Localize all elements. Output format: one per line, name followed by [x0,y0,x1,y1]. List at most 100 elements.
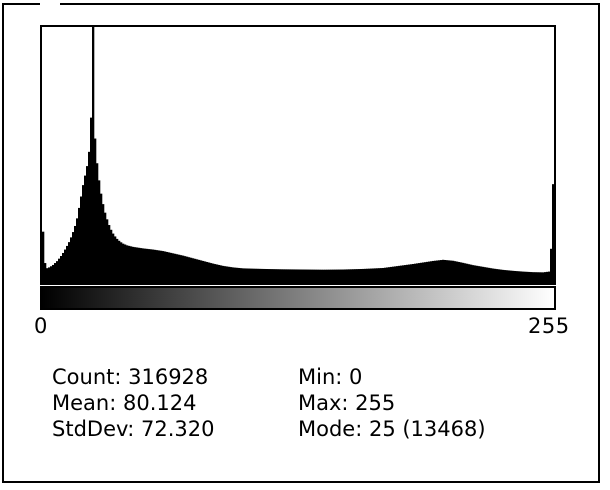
histogram-bar [158,250,161,283]
x-axis-min-label: 0 [34,314,48,338]
histogram-bar [382,267,385,283]
histogram-bar [538,272,541,283]
window-top-border-right [60,3,600,5]
histogram-bar [354,269,357,283]
histogram-bar [444,260,447,283]
histogram-bar [390,266,393,283]
histogram-bar [536,272,539,283]
histogram-bar [88,151,91,283]
histogram-bar [290,269,293,283]
histogram-bar [218,264,221,283]
histogram-bar [452,260,455,283]
histogram-bar [514,270,517,283]
histogram-bar [532,272,535,283]
histogram-bar [104,212,107,283]
histogram-bar [152,249,155,283]
histogram-bar [524,271,527,283]
histogram-plot [40,25,556,285]
histogram-bar [418,263,421,283]
histogram-bar [358,269,361,283]
histogram-svg [42,27,554,283]
histogram-bar [82,185,85,283]
histogram-bar [198,259,201,283]
histogram-bar [168,252,171,283]
histogram-bar [128,245,131,283]
histogram-bar [272,269,275,283]
count-stat: Count: 316928 [52,365,209,389]
histogram-bar [216,264,219,283]
histogram-bar [498,269,501,283]
window-top-border-left [2,3,40,5]
histogram-bar [370,268,373,283]
histogram-bar [138,247,141,283]
histogram-bar [60,256,63,283]
histogram-bar [110,229,113,283]
histogram-bar [72,232,75,283]
histogram-bar [310,269,313,283]
histogram-bar [316,269,319,283]
histogram-bar [450,260,453,283]
histogram-bar [232,267,235,283]
histogram-bar [422,262,425,283]
histogram-bar [172,253,175,283]
histogram-bar [368,268,371,283]
histogram-bar [482,266,485,283]
histogram-bar [180,255,183,283]
histogram-bar [312,269,315,283]
histogram-bar [408,264,411,283]
histogram-bar [550,248,553,283]
histogram-bar [506,270,509,283]
histogram-bar [204,261,207,283]
histogram-bar [502,269,505,283]
histogram-bar [94,138,97,283]
histogram-bar [118,240,121,283]
histogram-bar [280,269,283,283]
histogram-bar [504,270,507,283]
histogram-bar [164,251,167,283]
histogram-bar [186,256,189,283]
histogram-bar [404,265,407,283]
histogram-bar [140,248,143,283]
histogram-bar [114,236,117,283]
histogram-bar [548,271,551,283]
histogram-bar [372,268,375,283]
histogram-bar [366,268,369,283]
histogram-bar [350,269,353,283]
histogram-bar [50,266,53,283]
histogram-bar [486,267,489,283]
histogram-bar [380,268,383,283]
histogram-bar [224,266,227,283]
histogram-bar [500,269,503,283]
histogram-bar [70,237,73,283]
histogram-bar [320,269,323,283]
histogram-bar [220,265,223,283]
histogram-bar [490,268,493,283]
histogram-bar [412,263,415,283]
histogram-bar [278,269,281,283]
histogram-bar [330,269,333,283]
histogram-bar [508,270,511,283]
histogram-bar [122,243,125,283]
histogram-bar [90,117,93,283]
histogram-bar [112,233,115,283]
histogram-bar [462,262,465,283]
stats-left-column: Count: 316928 Mean: 80.124 StdDev: 72.32… [52,364,215,442]
max-stat: Max: 255 [298,391,396,415]
histogram-bar [326,269,329,283]
histogram-bar [256,268,259,283]
histogram-bar [160,250,163,283]
mode-stat: Mode: 25 (13468) [298,417,486,441]
histogram-bar [318,269,321,283]
histogram-bar [46,268,49,283]
histogram-bar [300,269,303,283]
histogram-bar [250,268,253,283]
histogram-bar [42,231,45,283]
histogram-bar [184,256,187,283]
histogram-bar [222,265,225,283]
histogram-bar [100,193,103,283]
histogram-bar [332,269,335,283]
histogram-bar [242,268,245,283]
histogram-bar [244,268,247,283]
histogram-bar [150,249,153,283]
histogram-bar [304,269,307,283]
